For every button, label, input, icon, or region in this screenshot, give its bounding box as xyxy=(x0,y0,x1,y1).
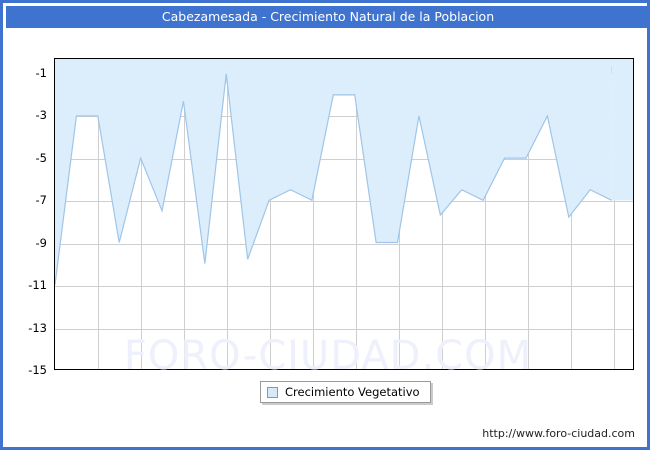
x-gridline xyxy=(441,59,443,369)
series-area-tail xyxy=(611,59,633,201)
y-axis-tick-label: -13 xyxy=(28,320,47,335)
y-gridline xyxy=(55,328,633,330)
x-gridline xyxy=(484,59,486,369)
legend-swatch-icon xyxy=(267,386,278,398)
y-axis-tick-label: -1 xyxy=(35,65,47,80)
x-gridline xyxy=(355,59,357,369)
x-gridline xyxy=(269,59,271,369)
x-gridline xyxy=(183,59,185,369)
y-axis-labels: -1 -3 -5 -7 -9 -11 -13 -15 xyxy=(3,28,51,377)
y-gridline xyxy=(55,243,633,245)
x-gridline xyxy=(97,59,99,369)
x-gridline xyxy=(226,59,228,369)
series-area-fill xyxy=(55,59,612,285)
legend-item-label: Crecimiento Vegetativo xyxy=(285,385,420,399)
chart-legend[interactable]: Crecimiento Vegetativo xyxy=(260,381,431,403)
series-crecimiento-vegetativo xyxy=(55,59,633,369)
y-gridline xyxy=(55,158,633,160)
y-gridline xyxy=(55,201,633,203)
y-gridline xyxy=(55,116,633,118)
plot-box: 1998200020022004200620082010201220142016… xyxy=(54,58,634,370)
series-line xyxy=(55,74,612,285)
chart-plot-area: 1998200020022004200620082010201220142016… xyxy=(3,28,650,370)
x-gridline xyxy=(613,59,615,369)
y-gridline xyxy=(55,286,633,288)
source-url: http://www.foro-ciudad.com xyxy=(482,427,635,440)
y-axis-tick-label: -15 xyxy=(28,363,47,377)
x-gridline xyxy=(527,59,529,369)
y-axis-tick-label: -11 xyxy=(28,278,47,293)
window-title: Cabezamesada - Crecimiento Natural de la… xyxy=(6,6,650,28)
x-gridline xyxy=(312,59,314,369)
x-gridline xyxy=(140,59,142,369)
y-axis-tick-label: -7 xyxy=(35,193,47,208)
y-axis-tick-label: -3 xyxy=(35,108,47,123)
y-axis-tick-label: -5 xyxy=(35,150,47,165)
y-axis-tick-label: -9 xyxy=(35,235,47,250)
